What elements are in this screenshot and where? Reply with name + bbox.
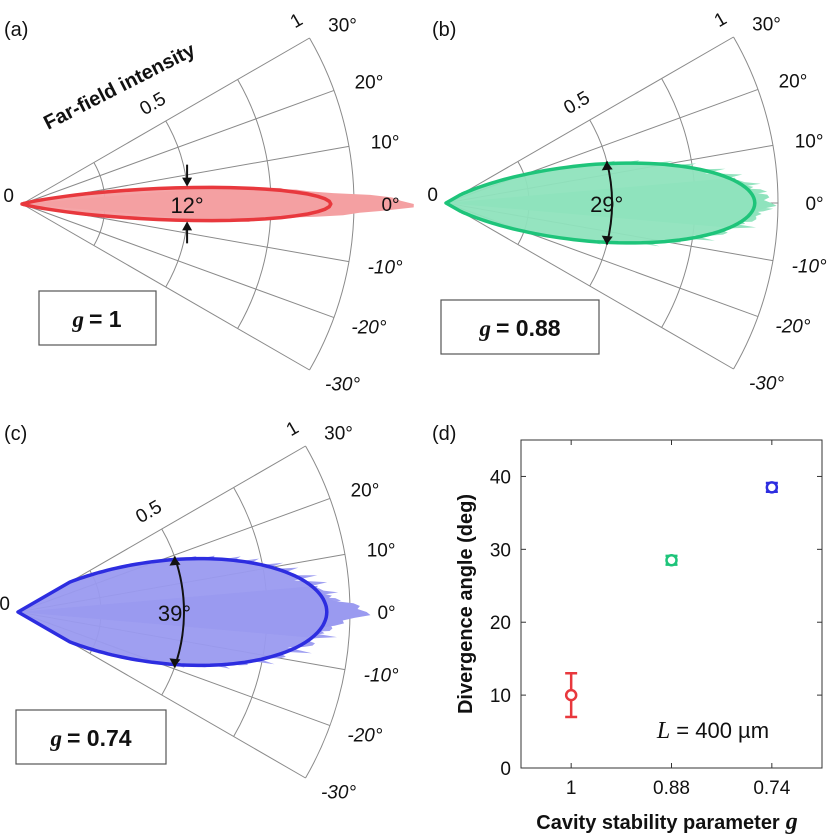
angle-tick-label: -30° xyxy=(321,782,356,803)
angular-grid-spoke xyxy=(21,203,310,371)
data-point xyxy=(665,554,678,567)
y-axis-label: Divergence angle (deg) xyxy=(455,494,477,714)
x-tick-label: 0.88 xyxy=(653,778,690,799)
angle-tick-label: 30° xyxy=(328,16,357,37)
lobe-spike xyxy=(22,186,414,221)
x-tick-label: 1 xyxy=(566,778,577,799)
panel-d-scatter: (d) 0 10 20 30 40 1 0.88 0.74 Divergence angle … xyxy=(432,423,823,835)
arrowhead-bottom xyxy=(601,235,613,245)
angular-grid-spoke xyxy=(21,37,310,205)
y-tick-label: 10 xyxy=(490,686,511,707)
divergence-label: 39° xyxy=(158,601,191,626)
angle-tick-label: 30° xyxy=(752,15,781,36)
panel-label: (b) xyxy=(432,19,456,41)
beam-lobe xyxy=(20,185,414,223)
radial-tick-label: 0.5 xyxy=(136,89,169,120)
g-box-frame xyxy=(440,299,600,355)
radial-tick-label: 0 xyxy=(3,186,14,207)
angle-tick-label: -20° xyxy=(351,318,386,339)
divergence-label: 12° xyxy=(170,193,203,218)
angle-tick-label: -20° xyxy=(347,726,382,747)
arrowhead-top xyxy=(601,161,613,171)
divergence-label: 29° xyxy=(590,192,623,217)
g-value-box: g = 0.74 xyxy=(15,709,167,765)
radial-tick-label: 1 xyxy=(711,8,731,31)
tick-labels: 0 0.5 1 30° 20° 10° 0° -10° -20° -30° xyxy=(3,9,403,395)
radial-tick-label: 0 xyxy=(427,185,438,206)
g-box-frame xyxy=(15,709,167,765)
angular-grid-spoke xyxy=(21,89,335,205)
g-value-box: g = 1 xyxy=(38,290,157,346)
data-point xyxy=(564,688,578,702)
angle-tick-label: 0° xyxy=(377,603,395,624)
angle-tick-label: -30° xyxy=(749,373,784,394)
angle-tick-label: 10° xyxy=(371,133,400,154)
angular-grid-spoke xyxy=(445,202,734,370)
angle-tick-label: -10° xyxy=(364,665,399,686)
arrowhead-bottom xyxy=(182,221,193,231)
divergence-arrows xyxy=(169,556,185,668)
radial-tick-label: 1 xyxy=(283,417,303,440)
angle-tick-label: -10° xyxy=(792,256,827,277)
arrowhead-bottom xyxy=(169,658,181,668)
beam-lobe xyxy=(16,555,371,669)
lobe-outline xyxy=(444,161,757,245)
angular-grid-spoke xyxy=(21,203,335,319)
g-box-text: g = 1 xyxy=(71,306,121,332)
angle-tick-label: 10° xyxy=(367,541,396,562)
data-point xyxy=(765,481,779,494)
arrowhead-top xyxy=(169,556,181,566)
divergence-arrows xyxy=(601,161,613,245)
lobe-spike xyxy=(18,585,371,638)
lobe-outline xyxy=(16,556,329,668)
angle-tick-label: 0° xyxy=(805,194,823,215)
g-value-box: g = 0.88 xyxy=(440,299,600,355)
angle-tick-label: 20° xyxy=(355,72,384,93)
angle-tick-label: 20° xyxy=(779,71,808,92)
panel-a-polar: (a) Far-field intensity 0 0.5 1 30° 20° 10° 0°… xyxy=(3,9,414,395)
y-tick-label: 40 xyxy=(490,467,511,488)
x-axis-label: Cavity stability parameter g xyxy=(536,809,797,835)
divergence-arrows xyxy=(182,164,193,244)
angle-tick-label: -10° xyxy=(368,257,403,278)
angle-tick-label: -20° xyxy=(775,317,810,338)
angle-tick-label: 0° xyxy=(381,195,399,216)
axis-ticks: 0 10 20 30 40 1 0.88 0.74 xyxy=(490,440,822,799)
x-tick-label: 0.74 xyxy=(753,778,790,799)
tick-labels: 0 0.5 1 30° 20° 10° 0° -10° -20° -30° xyxy=(0,417,399,803)
angle-tick-label: 20° xyxy=(351,480,380,501)
arrowhead-top xyxy=(182,177,193,187)
cavity-length-annotation: L = 400 µm xyxy=(656,718,769,744)
angular-grid-spoke xyxy=(445,36,734,204)
panel-c-polar: (c) 0 0.5 1 30° 20° 10° 0° -10° -20° -30° 39° g = … xyxy=(0,417,399,803)
g-box-text: g = 0.74 xyxy=(49,725,131,751)
arrow-arc xyxy=(173,556,185,668)
tick-labels: 0 0.5 1 30° 20° 10° 0° -10° -20° -30° xyxy=(427,8,827,394)
lobe-outline xyxy=(20,185,333,223)
panel-label: (a) xyxy=(4,19,28,41)
radial-tick-label: 0.5 xyxy=(560,88,593,119)
panel-b-polar: (b) 0 0.5 1 30° 20° 10° 0° -10° -20° -30° 29° g = … xyxy=(427,8,827,394)
panel-label: (d) xyxy=(432,423,456,445)
radial-axis-title: Far-field intensity xyxy=(40,39,199,135)
data-points xyxy=(564,481,779,719)
g-box-frame xyxy=(38,290,157,346)
angle-tick-label: 10° xyxy=(795,132,824,153)
g-box-text: g = 0.88 xyxy=(478,315,560,341)
y-tick-label: 0 xyxy=(500,759,511,780)
y-tick-label: 20 xyxy=(490,613,511,634)
panel-label: (c) xyxy=(4,423,27,445)
angle-tick-label: 30° xyxy=(324,424,353,445)
radial-tick-label: 0.5 xyxy=(132,497,165,528)
angle-tick-label: -30° xyxy=(325,374,360,395)
y-tick-label: 30 xyxy=(490,540,511,561)
radial-tick-label: 1 xyxy=(287,9,307,32)
radial-tick-label: 0 xyxy=(0,594,10,615)
